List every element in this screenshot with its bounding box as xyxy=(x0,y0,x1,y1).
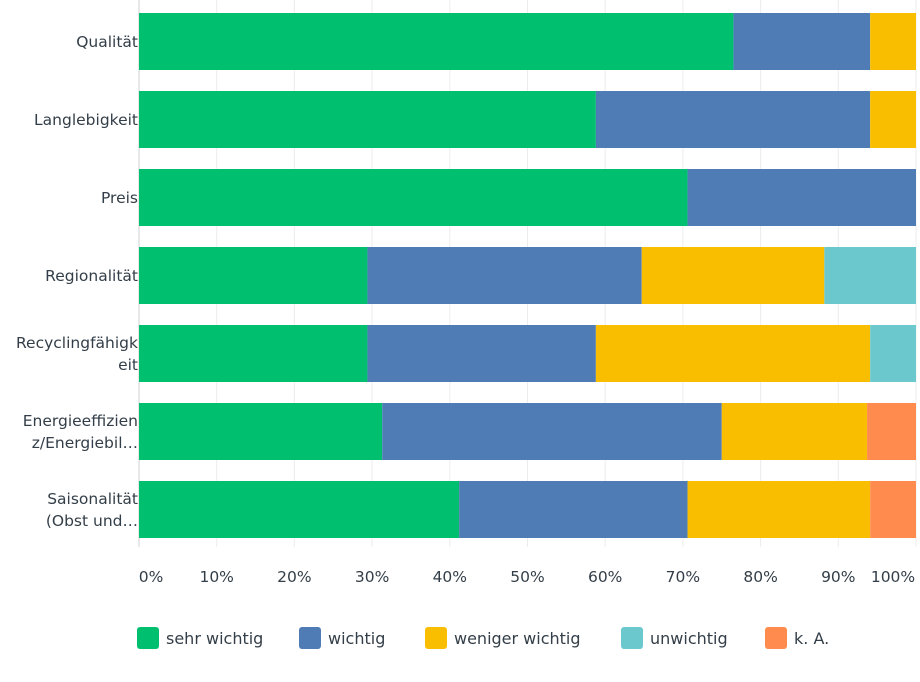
bar-segment xyxy=(595,91,871,148)
bar-segment xyxy=(721,403,868,460)
category-label: Saisonalität (Obst und… xyxy=(45,489,138,530)
bar-segment xyxy=(367,247,642,304)
bar-segment xyxy=(733,13,871,70)
category-label: Regionalität xyxy=(45,266,138,285)
legend-swatch xyxy=(765,627,787,649)
bar-segment xyxy=(139,247,368,304)
bar-segment xyxy=(870,91,916,148)
legend-label: sehr wichtig xyxy=(166,628,264,648)
legend-item: unwichtig xyxy=(621,626,728,650)
x-tick-label: 70% xyxy=(665,568,701,586)
bar-segment xyxy=(595,325,871,382)
bar-segment xyxy=(824,247,916,304)
legend-swatch xyxy=(299,627,321,649)
legend-label: k. A. xyxy=(794,628,830,648)
x-tick-label: 80% xyxy=(743,568,778,586)
x-tick-label: 50% xyxy=(510,568,545,586)
bar-segment xyxy=(382,403,722,460)
legend-swatch xyxy=(621,627,643,649)
bar-segment xyxy=(641,247,825,304)
bar-segment xyxy=(139,169,688,226)
legend: sehr wichtig wichtig weniger wichtig unwich… xyxy=(0,626,920,650)
legend-item: sehr wichtig xyxy=(137,626,263,650)
bar-segment xyxy=(870,13,916,70)
x-tick-label: 30% xyxy=(354,568,390,586)
bar-segment xyxy=(459,481,688,538)
x-tick-label: 60% xyxy=(587,568,623,586)
stacked-bar-chart xyxy=(138,0,917,547)
bar-segment xyxy=(687,169,916,226)
category-label: Recyclingfähigk eit xyxy=(15,333,138,374)
x-tick-label: 100% xyxy=(870,568,916,586)
bar-segment xyxy=(870,325,916,382)
legend-swatch xyxy=(425,627,447,649)
legend-swatch xyxy=(137,627,159,649)
category-label: Qualität xyxy=(76,32,138,51)
bar-segment xyxy=(139,13,734,70)
legend-label: unwichtig xyxy=(650,628,728,648)
bar-segment xyxy=(867,403,916,460)
x-tick-label: 0% xyxy=(138,568,164,586)
legend-item: k. A. xyxy=(765,626,829,650)
x-tick-label: 90% xyxy=(821,568,856,586)
x-tick-label: 20% xyxy=(277,568,312,586)
bar-segment xyxy=(367,325,596,382)
legend-item: wichtig xyxy=(299,626,385,650)
legend-label: weniger wichtig xyxy=(454,628,581,648)
category-label: Energieeffizien z/Energiebil… xyxy=(22,411,138,452)
category-label: Langlebigkeit xyxy=(34,110,138,129)
bar-segment xyxy=(139,481,460,538)
bar-segment xyxy=(870,481,916,538)
bar-segment xyxy=(139,91,596,148)
bar-segment xyxy=(139,403,383,460)
x-tick-label: 10% xyxy=(199,568,234,586)
bar-segment xyxy=(687,481,871,538)
bar-segment xyxy=(139,325,368,382)
legend-label: wichtig xyxy=(328,628,386,648)
legend-item: weniger wichtig xyxy=(425,626,581,650)
category-label: Preis xyxy=(100,188,138,207)
x-tick-label: 40% xyxy=(432,568,468,586)
